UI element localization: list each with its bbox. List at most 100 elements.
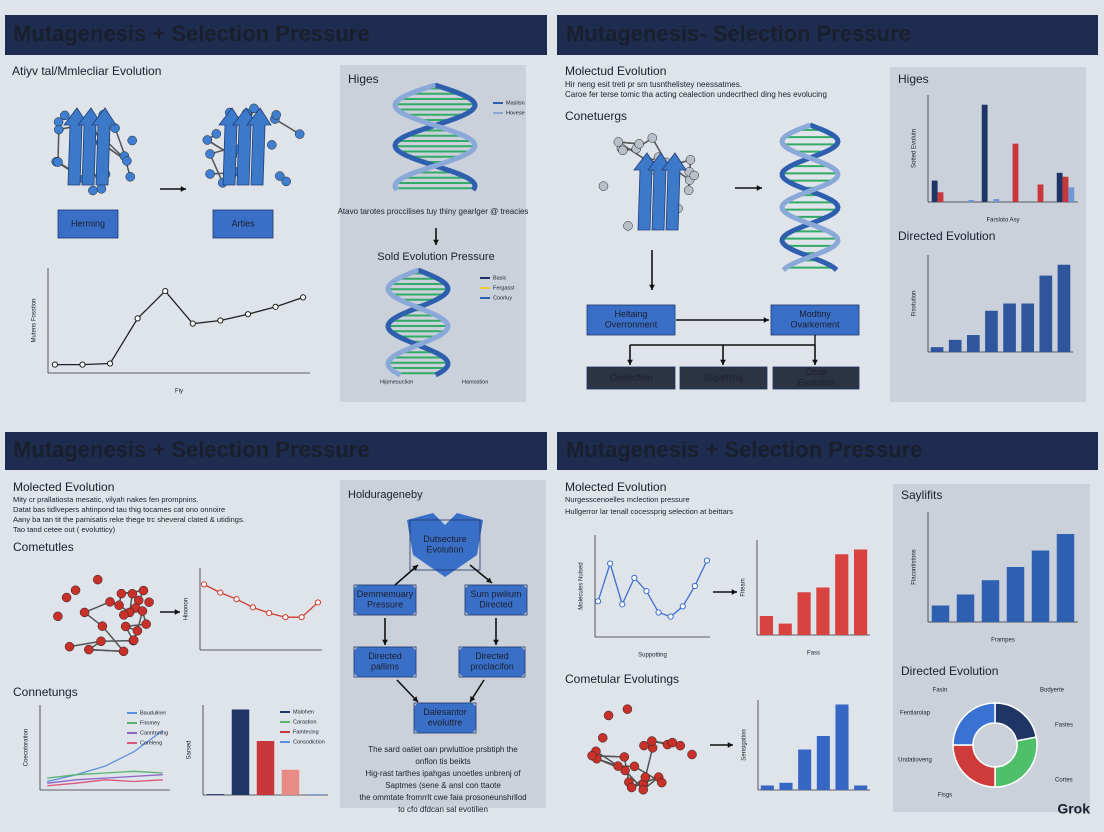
- point: [217, 589, 224, 596]
- atom: [638, 784, 649, 795]
- legend-label: Fergasst: [493, 285, 515, 291]
- bar: [968, 200, 975, 202]
- cycle-hub: [407, 513, 483, 577]
- atom: [127, 588, 138, 599]
- arrow-head: [180, 186, 186, 192]
- legend-label: Basic: [493, 275, 507, 281]
- point: [594, 598, 602, 605]
- box-label: Modtiny Ovarkement: [790, 309, 840, 329]
- arrow-head: [756, 185, 762, 191]
- y-axis-label: Flacontistons: [912, 549, 918, 584]
- atom: [647, 736, 657, 746]
- bar: [1056, 534, 1075, 622]
- dna-strand: [385, 267, 451, 378]
- line-series: [47, 779, 163, 787]
- atom: [53, 611, 63, 622]
- heading: Molected Evolution: [13, 480, 114, 494]
- legend-label: Bauduliner: [140, 710, 166, 716]
- bullet: Nurgesscenoelles mclection pressure: [565, 495, 690, 504]
- atom: [118, 646, 129, 657]
- cycle-node-box: [353, 584, 417, 616]
- atom: [657, 777, 667, 788]
- box: [679, 366, 768, 390]
- panel-title: Mutagenesis + Selection Pressure: [13, 21, 369, 46]
- atom: [88, 185, 98, 196]
- arrow-head: [174, 609, 180, 615]
- panel-title: Mutagenesis + Selection Pressure: [13, 437, 369, 462]
- atom: [294, 129, 305, 139]
- atom: [640, 772, 651, 782]
- bar: [1021, 303, 1035, 352]
- atom: [53, 157, 63, 167]
- protein-strand: [63, 107, 89, 186]
- bar: [1037, 184, 1044, 202]
- point: [314, 599, 322, 606]
- side-heading: Sold Evolution Pressure: [377, 251, 494, 263]
- arrow-head: [627, 359, 633, 365]
- atom: [639, 740, 649, 751]
- bar: [835, 704, 849, 790]
- x-axis-label: Farsloto Asy: [986, 218, 1019, 224]
- point: [162, 288, 169, 295]
- line-series: [47, 774, 163, 784]
- protein-strand: [246, 107, 272, 186]
- box-label: Coup Evolution: [797, 367, 834, 387]
- point: [631, 574, 638, 581]
- bar: [778, 623, 792, 635]
- bar: [931, 180, 938, 202]
- arrow-head: [812, 359, 818, 365]
- arrow-head: [412, 696, 418, 702]
- bullet: Hullgerror lar tenall cocessprig selecti…: [565, 507, 733, 516]
- atom: [127, 135, 137, 146]
- box-label: Demmemuary Pressure: [357, 589, 414, 609]
- protein-strand: [661, 152, 687, 231]
- bond: [644, 747, 654, 778]
- point: [51, 361, 58, 368]
- atom: [685, 155, 696, 165]
- bar: [1062, 176, 1069, 202]
- atom: [267, 140, 277, 150]
- arrow-head: [493, 639, 499, 645]
- bullet: Caroe fer terse tomic tha acting cealect…: [565, 90, 827, 99]
- legend-label: Malohen: [293, 709, 314, 715]
- button: [57, 209, 119, 239]
- donut-label: Fasin: [933, 688, 948, 694]
- side-panel: [340, 65, 526, 402]
- box-label: Sum pwilium Directed: [470, 589, 521, 609]
- bullet: Hir neng esit treti pr sm tusnthelistey …: [565, 80, 742, 89]
- protein-strand: [218, 107, 244, 186]
- y-axis-label: Hinonon: [184, 598, 190, 620]
- atom: [626, 782, 637, 793]
- atom: [96, 184, 107, 194]
- legend-label: Hovese: [506, 110, 525, 116]
- legend-label: Coreleng: [140, 740, 162, 746]
- bond: [69, 640, 102, 648]
- atom: [70, 585, 81, 595]
- atom: [119, 610, 129, 620]
- subheading: Connetungs: [13, 685, 78, 699]
- arrow-head: [763, 317, 769, 323]
- box-label: Dalesantor evoluttre: [423, 707, 467, 727]
- atom: [249, 103, 259, 114]
- box-label: Directed pallims: [368, 651, 402, 671]
- side-title: Holdurageneby: [348, 489, 423, 501]
- cycle-node-box: [353, 646, 417, 678]
- bond: [101, 639, 134, 643]
- atom: [629, 761, 640, 772]
- protein-strand: [77, 107, 103, 186]
- caption: onflon tis beikts: [415, 757, 470, 766]
- header-bar: [557, 432, 1098, 470]
- protein-strand: [232, 107, 258, 186]
- bar: [985, 310, 998, 352]
- caption: Hig-rast tarthes ipahgas unoetles unbren…: [365, 769, 521, 778]
- bar: [306, 794, 325, 795]
- dna-strand: [779, 122, 841, 272]
- bar: [993, 199, 1000, 202]
- atom: [667, 737, 678, 748]
- box: [586, 366, 676, 390]
- donut-label: Undatioveng: [898, 758, 932, 764]
- y-axis-label: Fisotution: [912, 290, 918, 316]
- arrow-head: [470, 696, 476, 702]
- arrow-head: [731, 589, 737, 595]
- caption: Saptmes (sene & ansl con ttaote: [385, 781, 501, 790]
